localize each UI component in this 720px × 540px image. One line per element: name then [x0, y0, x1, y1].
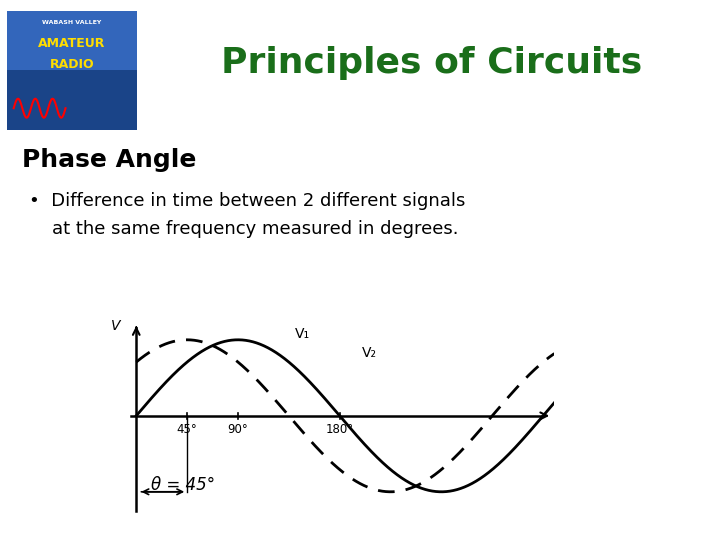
Text: at the same frequency measured in degrees.: at the same frequency measured in degree… [29, 220, 459, 238]
Text: WABASH VALLEY: WABASH VALLEY [42, 21, 102, 25]
Text: V₁: V₁ [294, 327, 310, 341]
Text: θ = 45°: θ = 45° [151, 476, 215, 494]
Text: 180°: 180° [325, 423, 354, 436]
Bar [7, 11, 137, 70]
Text: 45°: 45° [176, 423, 197, 436]
Text: Phase Angle: Phase Angle [22, 148, 196, 172]
Text: AMATEUR: AMATEUR [38, 37, 106, 50]
Text: 90°: 90° [228, 423, 248, 436]
Text: •  Difference in time between 2 different signals: • Difference in time between 2 different… [29, 192, 465, 210]
Text: RADIO: RADIO [50, 58, 94, 71]
Text: Principles of Circuits: Principles of Circuits [221, 46, 643, 80]
Text: V₂: V₂ [362, 347, 377, 361]
Text: V: V [111, 319, 121, 333]
